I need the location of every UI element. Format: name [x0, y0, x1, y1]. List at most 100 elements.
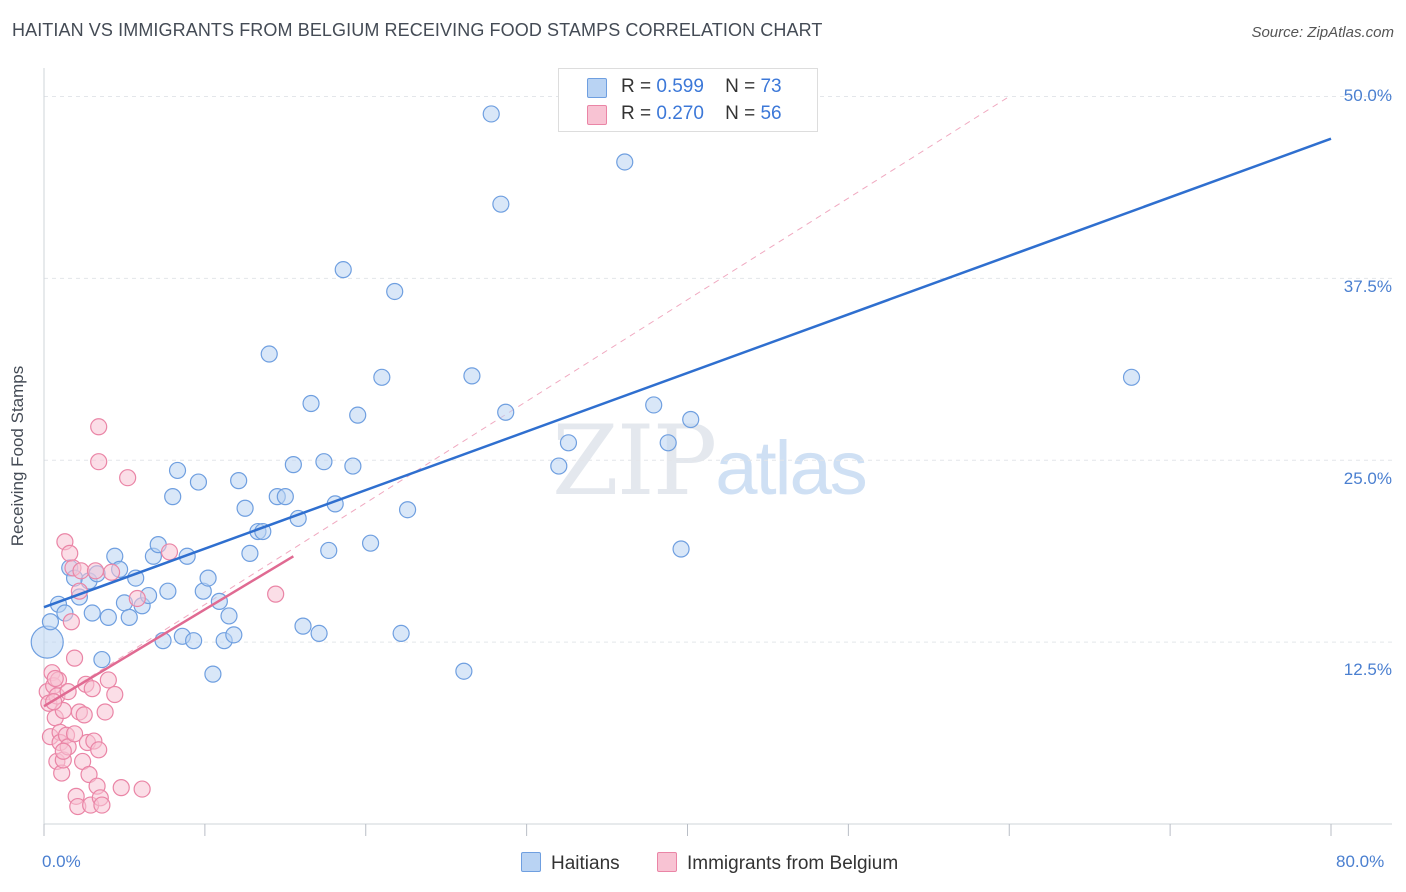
haitians-point-46: [294, 617, 312, 635]
belgium-point-43: [106, 685, 124, 704]
belgium-point-26: [72, 562, 90, 580]
haitians-point-31: [204, 665, 222, 683]
bottom-legend-belgium: Immigrants from Belgium: [657, 852, 898, 875]
haitians-point-27: [185, 632, 203, 650]
belgium-point-42: [102, 563, 121, 581]
haitians-point-23: [164, 488, 182, 506]
y-tick-label-50: 50.0%: [1343, 86, 1392, 105]
haitians-point-70: [672, 540, 690, 558]
belgium-point-51: [54, 742, 72, 760]
legend-r-label: R =: [621, 76, 652, 97]
haitians-point-41: [260, 345, 278, 363]
haitians-point-49: [315, 453, 333, 471]
belgium-point-45: [119, 469, 137, 487]
haitians-point-67: [616, 153, 634, 171]
belgium-point-39: [93, 796, 111, 814]
haitians-point-63: [492, 195, 510, 213]
haitians-point-47: [302, 394, 320, 413]
haitians-point-72: [1122, 368, 1141, 386]
haitians-point-64: [497, 403, 515, 421]
haitians-point-37: [236, 499, 254, 517]
haitians-point-57: [386, 282, 404, 301]
haitians-point-65: [550, 457, 568, 475]
haitians-point-58: [392, 624, 410, 642]
haitians-point-56: [373, 368, 391, 386]
belgium-point-50: [46, 669, 64, 688]
belgium-point-31: [80, 765, 98, 784]
haitians-point-71: [682, 410, 700, 429]
legend-swatch-haitians: [587, 78, 607, 98]
haitians-point-35: [225, 626, 243, 644]
haitians-point-50: [320, 541, 338, 560]
haitians-point-52: [334, 261, 352, 279]
belgium-point-47: [133, 780, 151, 798]
haitians-point-53: [344, 457, 362, 475]
bottom-legend-swatch-haitians: [521, 852, 541, 872]
belgium-point-28: [75, 706, 93, 724]
haitians-point-11: [99, 608, 117, 626]
haitians-point-60: [455, 662, 473, 680]
belgium-point-46: [128, 589, 146, 608]
haitians-point-69: [659, 434, 677, 452]
belgium-point-37: [90, 741, 108, 759]
haitians-trend-line: [43, 137, 1332, 609]
haitians-point-54: [349, 406, 367, 424]
legend-n-label: N =: [725, 76, 756, 97]
haitians-point-55: [361, 534, 380, 552]
belgium-point-41: [99, 671, 117, 689]
belgium-point-21: [65, 725, 84, 743]
haitians-point-61: [463, 367, 481, 385]
belgium-point-48: [90, 418, 108, 436]
haitians-point-10: [93, 650, 111, 669]
belgium-point-44: [112, 779, 130, 797]
haitians-point-15: [120, 608, 138, 626]
haitians-point-0: [30, 625, 64, 659]
bottom-legend-label-haitians: Haitians: [551, 853, 620, 874]
haitians-point-62: [482, 105, 500, 123]
correlation-legend: R = 0.599 N = 73 R = 0.270 N = 56: [558, 68, 818, 132]
haitians-point-36: [230, 472, 248, 490]
bottom-legend-swatch-belgium: [657, 852, 677, 872]
watermark-atlas: atlas: [715, 426, 868, 511]
haitians-point-48: [310, 624, 328, 642]
belgium-point-52: [160, 543, 179, 561]
belgium-point-18: [61, 544, 79, 562]
x-tick-label-min: 0.0%: [42, 852, 81, 871]
haitians-point-28: [189, 473, 208, 491]
legend-r-value-belgium: 0.270: [656, 103, 704, 124]
haitians-point-1: [41, 613, 60, 631]
haitians-point-68: [645, 396, 663, 414]
y-tick-label-37-5: 37.5%: [1343, 277, 1392, 296]
x-tick-label-max: 80.0%: [1336, 852, 1385, 871]
legend-n-label: N =: [725, 103, 756, 124]
haitians-point-24: [168, 461, 187, 480]
haitians-point-59: [398, 501, 417, 519]
belgium-point-40: [96, 703, 114, 721]
haitians-point-43: [276, 488, 294, 506]
legend-swatch-belgium: [587, 105, 607, 125]
y-tick-label-12-5: 12.5%: [1343, 660, 1392, 679]
legend-n-value-belgium: 56: [760, 103, 782, 124]
belgium-point-53: [267, 585, 285, 603]
haitians-point-66: [559, 434, 578, 452]
bottom-legend-label-belgium: Immigrants from Belgium: [687, 853, 899, 874]
belgium-point-33: [83, 680, 101, 698]
belgium-trend-extension: [43, 96, 1010, 707]
bottom-legend-haitians: Haitians: [521, 852, 620, 875]
haitians-point-8: [83, 604, 101, 622]
haitians-point-44: [284, 456, 302, 474]
y-axis-label: Receiving Food Stamps: [8, 365, 27, 547]
source-credit: Source: ZipAtlas.com: [1251, 24, 1394, 41]
belgium-point-35: [86, 562, 105, 580]
belgium-point-54: [65, 649, 84, 667]
legend-r-value-haitians: 0.599: [656, 76, 704, 97]
belgium-point-19: [62, 613, 80, 631]
belgium-trend-line: [43, 555, 295, 708]
chart-title: HAITIAN VS IMMIGRANTS FROM BELGIUM RECEI…: [12, 20, 823, 40]
haitians-point-30: [199, 569, 217, 587]
y-tick-label-25: 25.0%: [1343, 469, 1392, 488]
haitians-point-22: [159, 582, 177, 600]
haitians-point-38: [241, 544, 259, 562]
legend-r-label: R =: [621, 103, 652, 124]
legend-n-value-haitians: 73: [760, 76, 782, 97]
